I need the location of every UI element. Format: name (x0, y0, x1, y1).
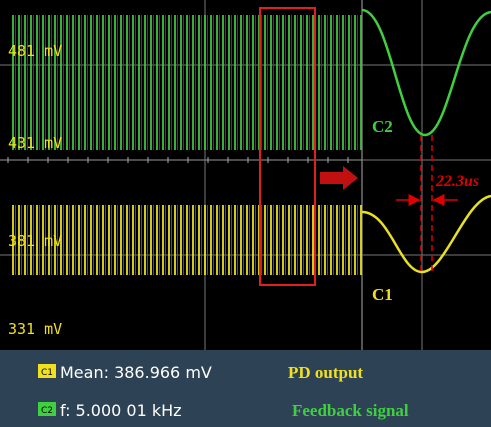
c2-readout: f: 5.000 01 kHz (60, 401, 182, 420)
delay-label: 22.3us (435, 173, 479, 190)
level-label: 481 mV (8, 42, 62, 60)
green-trace (10, 15, 362, 150)
c1-badge-text: C1 (41, 368, 53, 378)
yellow-trace (10, 205, 362, 275)
c2-label: C2 (372, 117, 393, 136)
oscilloscope-screen: 481 mV 431 mV 381 mV 331 mV C2 C1 22.3us… (0, 0, 491, 427)
level-label: 381 mV (8, 232, 62, 250)
level-label: 431 mV (8, 134, 62, 152)
c1-caption: PD output (288, 363, 363, 382)
c2-badge-text: C2 (41, 406, 53, 416)
c2-caption: Feedback signal (292, 401, 409, 420)
c1-readout: Mean: 386.966 mV (60, 363, 212, 382)
level-label: 331 mV (8, 320, 62, 338)
c1-label: C1 (372, 285, 393, 304)
